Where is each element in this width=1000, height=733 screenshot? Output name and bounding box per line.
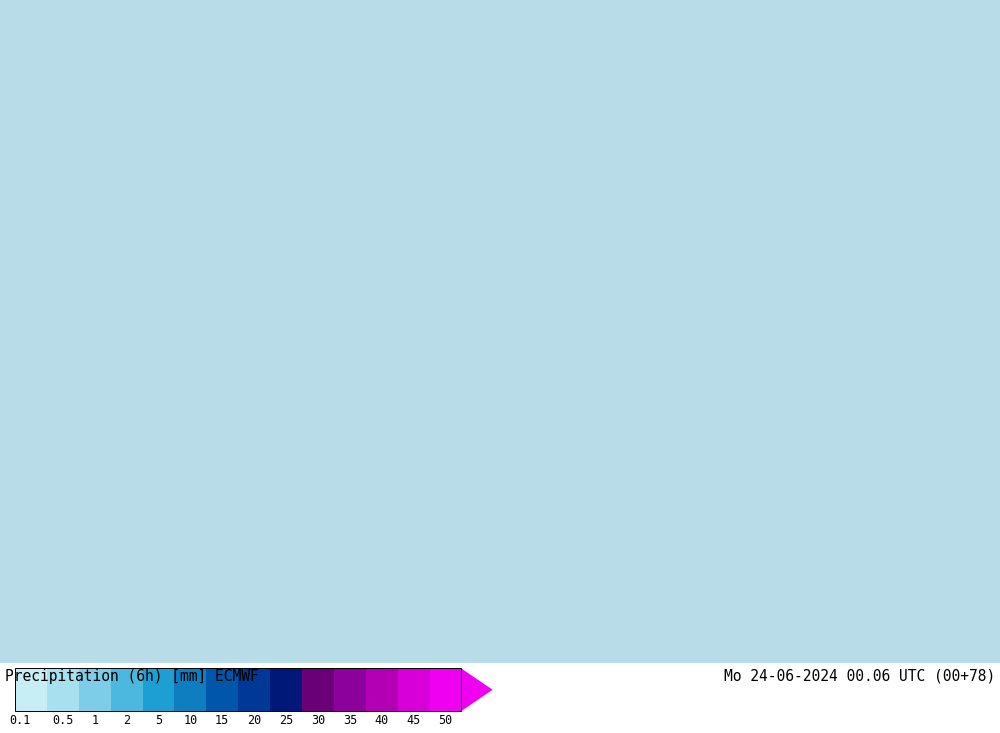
Bar [47, 668, 79, 711]
Text: 20: 20 [247, 714, 261, 727]
Text: Precipitation (6h) [mm] ECMWF: Precipitation (6h) [mm] ECMWF [5, 669, 259, 684]
Bar [398, 668, 430, 711]
Bar [430, 668, 461, 711]
Text: 25: 25 [279, 714, 293, 727]
Text: 10: 10 [183, 714, 197, 727]
Text: 5: 5 [155, 714, 162, 727]
Bar [79, 668, 111, 711]
Text: 45: 45 [406, 714, 421, 727]
Bar [366, 668, 398, 711]
Text: 40: 40 [375, 714, 389, 727]
Text: 30: 30 [311, 714, 325, 727]
Text: 1: 1 [91, 714, 98, 727]
Bar [111, 668, 143, 711]
Bar [143, 668, 174, 711]
Bar [238, 668, 270, 711]
Text: 35: 35 [343, 714, 357, 727]
Bar [302, 668, 334, 711]
Bar [270, 668, 302, 711]
Text: 50: 50 [438, 714, 453, 727]
Bar [174, 668, 206, 711]
Text: Mo 24-06-2024 00.06 UTC (00+78): Mo 24-06-2024 00.06 UTC (00+78) [724, 669, 995, 684]
Text: 0.5: 0.5 [52, 714, 74, 727]
Bar [334, 668, 366, 711]
Polygon shape [461, 668, 493, 711]
Bar [206, 668, 238, 711]
Text: 0.1: 0.1 [9, 714, 30, 727]
Text: 2: 2 [123, 714, 130, 727]
Text: 15: 15 [215, 714, 229, 727]
Bar [15, 668, 47, 711]
